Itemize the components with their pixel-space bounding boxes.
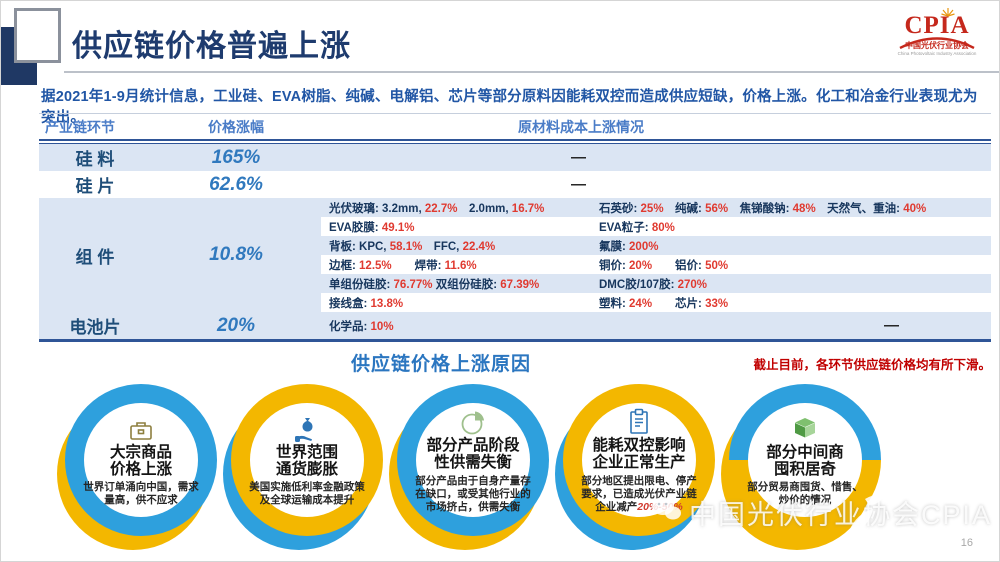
col-header-segment: 产业链环节 (45, 118, 115, 135)
circle-title: 通货膨胀 (275, 460, 338, 478)
table-row-wafer: 硅 片 62.6% — (39, 171, 991, 198)
detail-line: 光伏玻璃: 3.2mm, 22.7% 2.0mm, 16.7% 石英砂: 25% … (321, 198, 991, 217)
price-table: 产业链环节 价格涨幅 原材料成本上涨情况 硅 料 165% — 硅 片 62.6… (39, 113, 991, 342)
cpia-logo: CPIA 中国光伏行业协会 China Photovoltaic Industr… (891, 4, 983, 57)
circle-desc: 部分地区提出限电、停产要求，已造成光伏产业链企业减产20%-50% (581, 474, 697, 513)
detail-line: 单组份硅胶: 76.77% 双组份硅胶: 67.39% DMC胶/107胶: 27… (321, 274, 991, 293)
circle-desc: 世界订单涌向中国，需求量高，供不应求 (83, 481, 199, 507)
clipboard-icon (626, 406, 652, 436)
table-row-silicon: 硅 料 165% — (39, 144, 991, 171)
circle-title: 性供需失衡 (434, 454, 512, 472)
row-label: 硅 料 (75, 150, 115, 169)
logo-org-subtitle: China Photovoltaic Industry Association (897, 51, 977, 57)
detail-line: 背板: KPC, 58.1% FFC, 22.4% 氟膜: 200% (321, 236, 991, 255)
reasons-note: 截止目前，各环节供应链价格均有所下滑。 (753, 358, 991, 372)
logo-arc (899, 37, 975, 49)
circle-title: 囤积居奇 (773, 460, 836, 478)
reason-circle-hoarding: 部分中间商 囤积居奇 部分贸易商囤货、惜售、炒价的情况 (721, 384, 883, 554)
circle-title: 世界范围 (275, 443, 338, 461)
row-label: 电池片 (69, 318, 121, 337)
row-dash: — (571, 176, 586, 193)
decor-square-gray (14, 8, 61, 63)
circle-title: 部分中间商 (766, 443, 844, 461)
col-header-materials: 原材料成本上涨情况 (518, 118, 644, 135)
pie-chart-icon (460, 406, 487, 436)
detail-line: 边框: 12.5% 焊带: 11.6% 铜价: 20% 铝价: 50% (329, 259, 729, 272)
cell-detail: 化学品: 10% — (329, 317, 899, 334)
reason-circle-energy-control: 能耗双控影响 企业正常生产 部分地区提出限电、停产要求，已造成光伏产业链企业减产… (555, 384, 717, 554)
circle-title: 能耗双控影响 (592, 436, 686, 454)
circle-title: 企业正常生产 (592, 454, 686, 472)
logo-text: CPIA (904, 12, 970, 39)
money-hand-icon (293, 413, 321, 443)
row-value: 20% (216, 314, 256, 336)
circle-title: 大宗商品 (109, 443, 172, 461)
detail-line: 接线盒: 13.8% 塑料: 24% 芯片: 33% (329, 297, 729, 310)
reason-circles: 大宗商品 价格上涨 世界订单涌向中国，需求量高，供不应求 世界范围 通货膨胀 美… (57, 384, 883, 554)
row-dash: — (884, 317, 899, 334)
reason-circle-inflation: 世界范围 通货膨胀 美国实施低利率金融政策及全球运输成本提升 (223, 384, 385, 554)
table-header-row: 产业链环节 价格涨幅 原材料成本上涨情况 (39, 114, 991, 139)
row-value: 62.6% (209, 173, 263, 195)
title-divider (64, 71, 999, 73)
open-box-icon (791, 413, 819, 443)
reason-circle-supply-imbalance: 部分产品阶段 性供需失衡 部分产品由于自身产量存在缺口，或受其他行业的市场挤占，… (389, 384, 551, 554)
reasons-title: 供应链价格上涨原因 (350, 354, 531, 375)
row-value: 165% (211, 146, 261, 168)
row-label: 硅 片 (75, 177, 115, 196)
table-row-module: 组 件 10.8% 光伏玻璃: 3.2mm, 22.7% 2.0mm, 16.7… (39, 198, 991, 312)
module-detail-lines: 光伏玻璃: 3.2mm, 22.7% 2.0mm, 16.7% 石英砂: 25% … (321, 198, 991, 312)
sunburst-icon (941, 5, 955, 23)
circle-title: 价格上涨 (109, 460, 172, 478)
logo-org-name: 中国光伏行业协会 (905, 41, 969, 50)
circle-desc: 美国实施低利率金融政策及全球运输成本提升 (249, 481, 365, 507)
table-row-cell: 电池片 20% 化学品: 10% — (39, 312, 991, 342)
header-double-rule (39, 139, 991, 144)
detail-line: EVA胶膜: 49.1% EVA粒子: 80% (329, 221, 675, 234)
circle-desc: 部分产品由于自身产量存在缺口，或受其他行业的市场挤占，供需失衡 (415, 474, 531, 513)
row-dash: — (571, 149, 586, 166)
reason-circle-commodities: 大宗商品 价格上涨 世界订单涌向中国，需求量高，供不应求 (57, 384, 219, 554)
col-header-increase: 价格涨幅 (208, 118, 264, 135)
row-value: 10.8% (151, 198, 321, 312)
intro-text: 据2021年1-9月统计信息，工业硅、EVA树脂、纯碱、电解铝、芯片等部分原料因… (41, 89, 978, 126)
briefcase-icon (127, 413, 155, 443)
page-title: 供应链价格普遍上涨 (72, 30, 351, 63)
circle-desc: 部分贸易商囤货、惜售、炒价的情况 (747, 481, 863, 507)
circle-title: 部分产品阶段 (426, 436, 520, 454)
row-label: 组 件 (39, 198, 151, 312)
page-number: 16 (960, 537, 973, 549)
